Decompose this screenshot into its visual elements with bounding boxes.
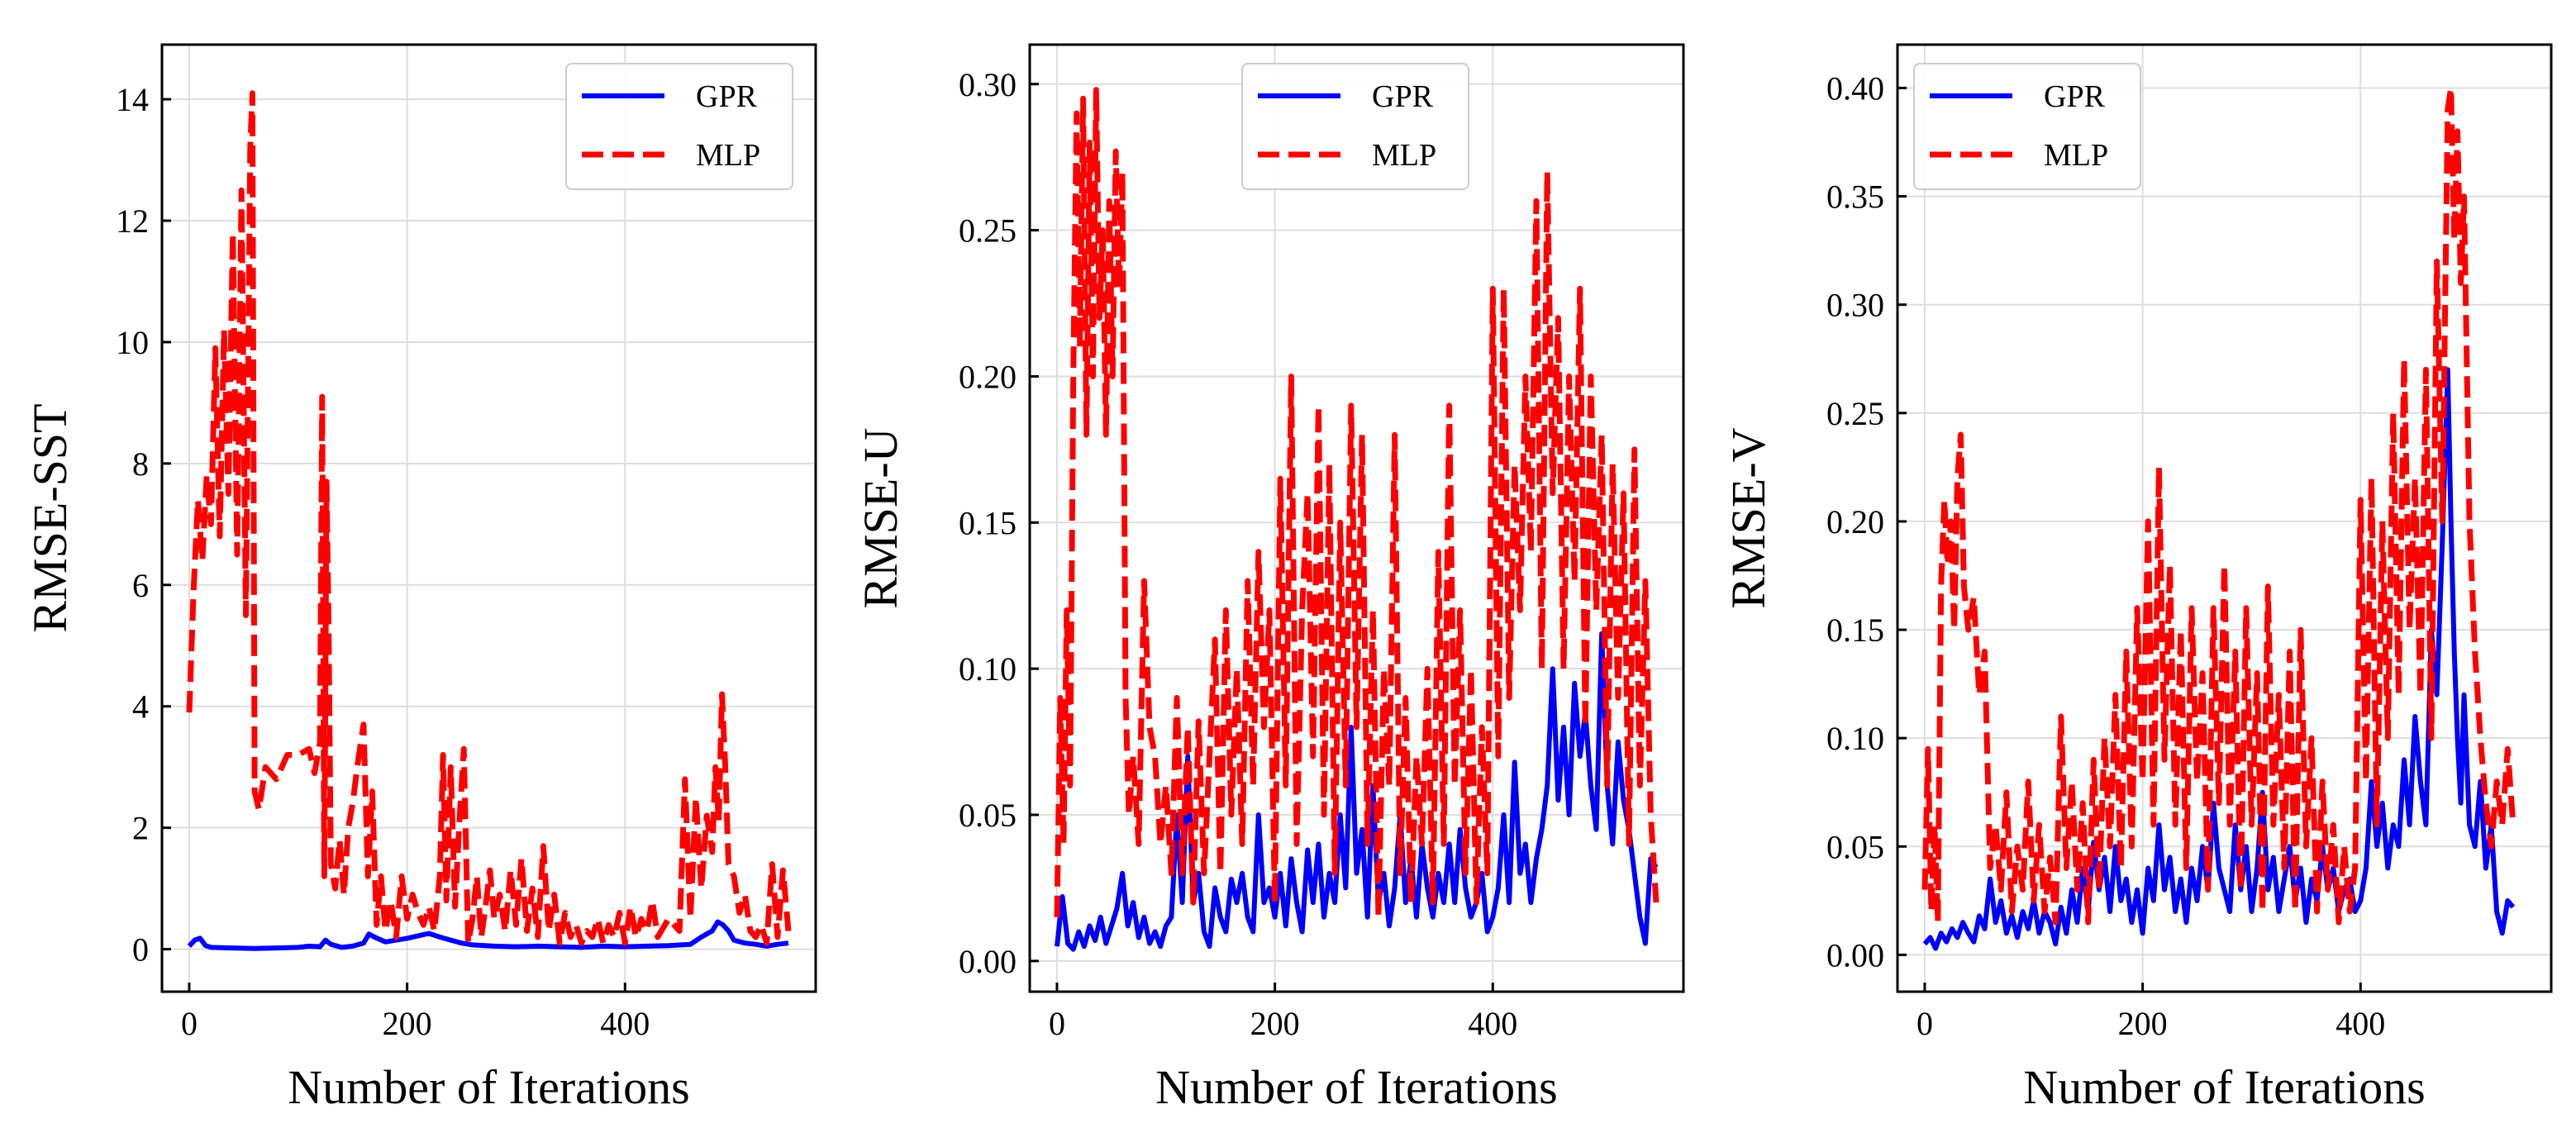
plot-frame <box>1896 43 2553 993</box>
y-tick-label: 0.10 <box>959 650 1017 688</box>
legend: GPR MLP <box>565 63 793 190</box>
legend-label-mlp: MLP <box>1372 138 1436 173</box>
y-tick-label: 0.20 <box>1826 503 1884 540</box>
x-tick-label: 400 <box>600 1005 650 1042</box>
y-tick-label: 0.30 <box>959 66 1017 103</box>
legend-label-gpr: GPR <box>1372 79 1434 114</box>
x-axis-label: Number of Iterations <box>2023 1060 2425 1114</box>
y-tick-label: 0.05 <box>959 797 1017 834</box>
x-tick-label: 400 <box>1468 1005 1517 1042</box>
ticks: 0 200 400 0 2 4 6 8 10 12 14 <box>116 81 650 1042</box>
ticks: 0 200 400 0.00 0.05 0.10 0.15 0.20 0.25 0.30 <box>959 66 1517 1042</box>
series-line-gpr <box>1922 367 2516 951</box>
series-line-mlp <box>1054 87 1659 921</box>
plot-lines <box>1921 84 2516 951</box>
y-tick-label: 0.25 <box>959 212 1017 250</box>
plot-frame <box>1028 43 1685 993</box>
legend: GPR MLP <box>1913 63 2141 190</box>
ticks: 0 200 400 0.00 0.05 0.10 0.15 0.20 0.25 0.30 0.35 0… <box>1826 69 2385 1042</box>
chart-rmse-v: 0 200 400 0.00 0.05 0.10 0.15 0.20 0.25 0.30 0.35 0… <box>1721 43 2553 1114</box>
x-tick-label: 0 <box>1049 1005 1065 1042</box>
plot-lines <box>1054 87 1659 952</box>
y-tick-label: 14 <box>116 81 149 118</box>
legend-label-mlp: MLP <box>696 138 760 173</box>
series-line-mlp <box>186 90 792 946</box>
y-tick-label: 0.35 <box>1826 179 1884 216</box>
grid <box>162 45 816 992</box>
x-tick-label: 200 <box>1250 1005 1300 1042</box>
y-tick-label: 0.00 <box>1826 936 1884 974</box>
x-tick-label: 400 <box>2336 1005 2385 1042</box>
chart-rmse-u: 0 200 400 0.00 0.05 0.10 0.15 0.20 0.25 0.30 Numb… <box>854 43 1685 1114</box>
y-tick-label: 0.15 <box>959 504 1017 541</box>
y-tick-label: 0.15 <box>1826 612 1884 649</box>
y-tick-label: 6 <box>132 567 149 604</box>
x-tick-label: 0 <box>1917 1005 1933 1042</box>
y-tick-label: 0.00 <box>959 943 1017 980</box>
y-tick-label: 8 <box>132 445 149 483</box>
series-line-gpr <box>1055 631 1659 952</box>
legend-label-gpr: GPR <box>696 79 758 114</box>
y-tick-label: 0 <box>132 931 149 969</box>
y-tick-label: 0.20 <box>959 358 1017 395</box>
legend-label-gpr: GPR <box>2044 79 2106 114</box>
x-axis-label: Number of Iterations <box>288 1060 689 1114</box>
y-tick-label: 4 <box>132 688 149 726</box>
y-axis-label: RMSE-U <box>854 427 907 608</box>
y-tick-label: 10 <box>116 324 149 361</box>
series-line-gpr <box>187 919 789 951</box>
y-axis-label: RMSE-SST <box>23 403 77 632</box>
plot-frame <box>160 43 817 993</box>
series-line-mlp <box>1921 84 2516 926</box>
y-tick-label: 0.10 <box>1826 720 1884 757</box>
plot-lines <box>186 90 792 951</box>
y-tick-label: 0.30 <box>1826 287 1884 324</box>
x-tick-label: 200 <box>2118 1005 2168 1042</box>
y-tick-label: 0.05 <box>1826 828 1884 865</box>
y-tick-label: 0.40 <box>1826 69 1884 107</box>
legend: GPR MLP <box>1241 63 1469 190</box>
y-axis-label: RMSE-V <box>1721 427 1775 608</box>
x-axis-label: Number of Iterations <box>1155 1060 1557 1114</box>
y-tick-label: 0.25 <box>1826 395 1884 432</box>
x-tick-label: 200 <box>383 1005 432 1042</box>
y-tick-label: 12 <box>116 202 149 240</box>
y-tick-label: 2 <box>132 810 149 847</box>
x-tick-label: 0 <box>181 1005 198 1042</box>
legend-label-mlp: MLP <box>2044 138 2108 173</box>
